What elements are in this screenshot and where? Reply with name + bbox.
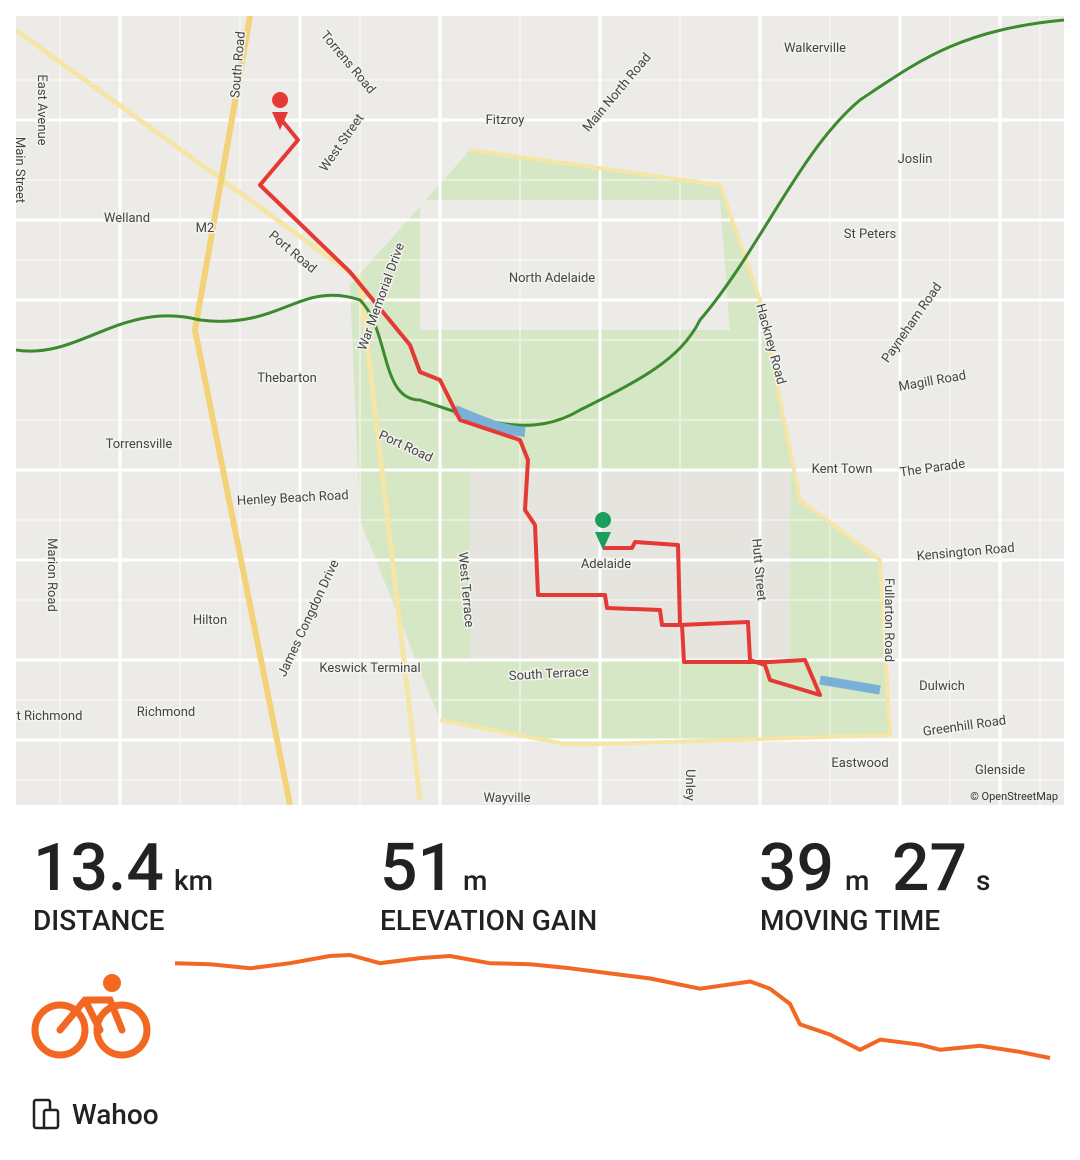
distance-unit: km [174,864,213,897]
elevation-line [174,953,1051,1060]
moving-time-label: MOVING TIME [760,904,940,937]
seconds-value: 27 [892,830,967,907]
map-label: Welland [104,211,150,226]
map-label: Richmond [137,705,195,720]
elevation-value: 51 [380,830,455,907]
map-label: Marion Road [44,538,59,612]
map-label: Hutt Street [748,538,768,602]
map-label: Walkerville [784,41,846,56]
route [258,116,822,697]
map-label: Unley [682,769,697,801]
map-label: East Avenue [34,74,49,145]
map-label: Eastwood [831,756,888,771]
map-label: Wayville [483,791,530,806]
device-name: Wahoo [72,1098,159,1131]
end-marker [272,92,289,130]
map-label: Thebarton [257,371,317,386]
map-label: Torrensville [106,437,173,452]
attribution: © OpenStreetMap [970,790,1058,803]
minutes-unit: m [845,864,869,897]
map-label: Henley Beach Road [237,488,349,509]
map-label: Fullarton Road [881,578,896,662]
map-label: Kent Town [812,462,873,477]
map-label: South Road [228,31,249,99]
map-label: North Adelaide [509,271,595,286]
map-label: Joslin [898,152,933,167]
start-marker [595,512,612,550]
map-label: M2 [196,221,215,236]
device-icon [32,1098,60,1130]
map-label: Fitzroy [486,113,525,128]
minutes-value: 39 [759,830,834,907]
map-label: Glenside [975,763,1025,778]
distance-value: 13.4 [33,830,164,907]
map-label: South Terrace [508,665,589,684]
seconds-unit: s [976,864,990,897]
map-label: Adelaide [581,557,631,572]
map-label: Keswick Terminal [319,661,420,676]
map-label: St Peters [844,227,897,242]
elevation-unit: m [463,864,487,897]
map-label: Main Street [12,137,27,203]
map-label: Dulwich [919,679,965,694]
distance-label: DISTANCE [33,904,165,937]
elevation-label: ELEVATION GAIN [380,904,597,937]
map-label: Hilton [193,613,227,628]
map-label: West Richmond [0,709,82,724]
bike-icon [31,974,151,1059]
